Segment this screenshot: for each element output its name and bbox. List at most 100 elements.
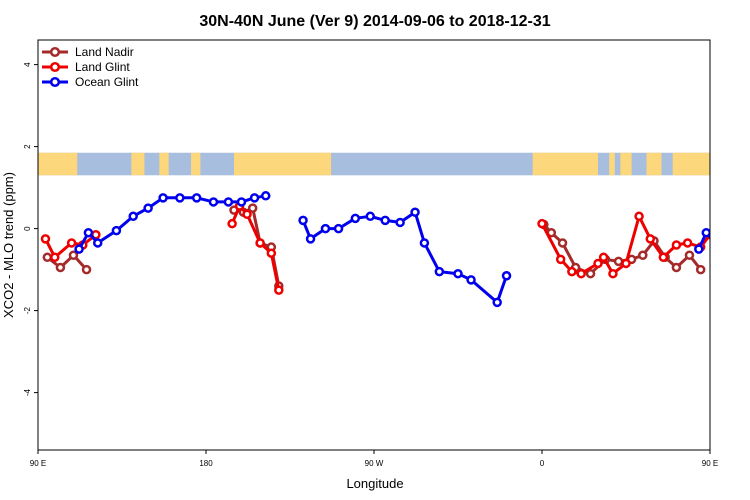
data-point [567,266,577,277]
data-point [410,207,420,217]
data-point [466,275,476,285]
legend-swatch-marker [49,46,61,58]
data-point [247,203,258,213]
data-point [305,234,316,244]
y-axis-label: XCO2 - MLO trend (ppm) [1,172,16,318]
chart-title: 30N-40N June (Ver 9) 2014-09-06 to 2018-… [199,13,550,30]
data-point [453,268,463,279]
legend-label: Land Nadir [75,45,134,59]
data-point [92,238,103,248]
data-point [74,244,84,254]
data-point [671,240,682,250]
data-point [419,238,430,248]
y-tick-label: 0 [23,226,32,231]
data-point [701,227,710,238]
data-point [695,264,706,275]
data-point [501,271,512,281]
land-band [646,152,662,176]
data-point [55,262,66,273]
x-tick-label: 90 E [702,459,718,468]
data-point [175,193,185,203]
data-point [380,215,390,226]
data-point [128,211,138,222]
data-point [671,262,682,273]
land-band [234,152,332,176]
legend-swatch-marker [49,76,61,88]
x-axis: 90 E 180 90 W 0 90 E [30,450,718,468]
data-point [242,209,252,219]
data-point [66,238,77,248]
data-point [585,268,596,279]
legend-label: Ocean Glint [75,75,139,89]
data-point [68,250,79,260]
data-point [645,234,656,244]
data-point [638,250,648,260]
data-point [266,248,277,258]
data-point [593,258,603,269]
data-point [557,238,568,248]
data-point [613,256,624,267]
land-ocean-strip [38,152,710,176]
y-axis: 4 2 0 -2 -4 [23,62,38,396]
data-point [236,197,247,207]
data-point [158,193,168,203]
data-point [111,225,122,236]
data-point [298,215,308,226]
land-band [672,152,710,176]
series-ocean-glint [74,191,710,308]
data-point [260,191,271,201]
data-point [81,264,92,275]
land-band [159,152,169,176]
land-band [131,152,145,176]
data-point [621,258,631,269]
data-point [223,197,234,207]
data-point [83,227,94,238]
data-point [320,223,331,234]
data-point [608,268,618,279]
y-tick-label: 4 [23,62,32,67]
data-point [576,268,586,279]
data-point [682,238,693,248]
data-point [255,238,265,248]
series-layer [40,191,710,308]
data-point [143,203,153,213]
data-point [50,252,60,263]
series-line [46,253,88,271]
land-band [620,152,632,176]
data-point [598,252,609,263]
data-point [694,244,704,254]
data-point [537,218,547,229]
data-point [40,234,51,244]
data-point [42,252,53,263]
data-point [658,252,669,263]
data-point [555,254,566,265]
data-point [634,211,644,222]
y-tick-label: -4 [23,388,32,396]
data-point [365,211,376,222]
y-tick-label: -2 [23,306,32,314]
data-point [350,213,361,224]
x-tick-label: 90 E [30,459,46,468]
x-tick-label: 180 [199,459,213,468]
data-point [492,297,502,308]
land-band [532,152,598,176]
legend-item: Land Glint [42,60,130,74]
data-point [249,193,260,203]
series-land-glint [40,201,710,295]
land-band [191,152,201,176]
legend-label: Land Glint [75,60,130,74]
data-point [208,197,219,207]
data-point [191,193,202,203]
data-point [434,266,445,277]
data-point [227,218,237,229]
x-tick-label: 0 [540,459,545,468]
data-point [395,217,405,228]
data-point [333,223,344,234]
legend-swatch-marker [49,61,61,73]
data-point [274,285,284,295]
land-band [609,152,615,176]
legend-item: Ocean Glint [42,75,139,89]
